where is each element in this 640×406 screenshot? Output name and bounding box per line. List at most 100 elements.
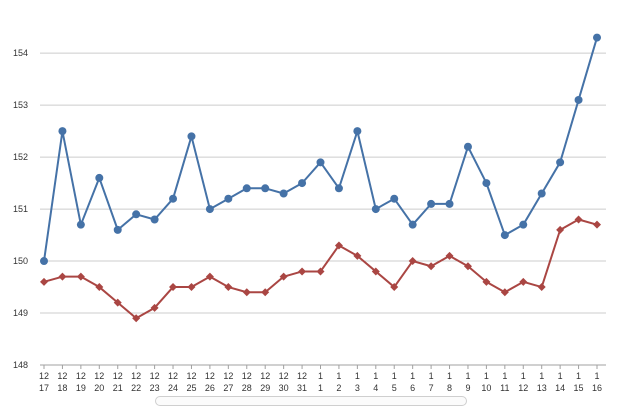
x-tick-label-day: 2 — [336, 383, 341, 393]
data-point-series-2 — [187, 283, 196, 292]
y-tick-label: 148 — [13, 360, 28, 370]
data-point-series-2 — [113, 298, 122, 307]
data-point-series-1 — [482, 179, 491, 188]
x-tick-label-day: 31 — [297, 383, 307, 393]
data-point-series-2 — [242, 288, 251, 297]
data-point-series-1 — [58, 127, 67, 136]
x-tick-label-month: 12 — [242, 371, 252, 381]
x-tick-label-day: 7 — [429, 383, 434, 393]
data-point-series-2 — [353, 251, 362, 260]
x-tick-label-month: 12 — [279, 371, 289, 381]
data-point-series-2 — [279, 272, 288, 281]
x-tick-label-month: 1 — [373, 371, 378, 381]
x-tick-label-month: 1 — [539, 371, 544, 381]
x-tick-label-day: 1 — [318, 383, 323, 393]
data-point-series-1 — [224, 194, 233, 203]
x-tick-label-day: 23 — [150, 383, 160, 393]
data-point-series-2 — [169, 283, 178, 292]
data-point-series-1 — [463, 142, 472, 151]
y-tick-label: 153 — [13, 100, 28, 110]
x-tick-label-month: 12 — [150, 371, 160, 381]
data-point-series-2 — [150, 303, 159, 312]
data-point-series-2 — [205, 272, 214, 281]
x-tick-label-day: 30 — [279, 383, 289, 393]
data-point-series-1 — [427, 199, 436, 208]
x-tick-label-day: 14 — [555, 383, 565, 393]
data-point-series-1 — [500, 231, 509, 240]
data-point-series-2 — [298, 267, 307, 276]
data-point-series-1 — [574, 95, 583, 104]
x-tick-label-month: 1 — [336, 371, 341, 381]
x-tick-label-day: 11 — [500, 383, 509, 393]
x-tick-label-day: 24 — [168, 383, 178, 393]
data-point-series-1 — [132, 210, 141, 219]
x-tick-label-month: 1 — [392, 371, 397, 381]
data-point-series-2 — [58, 272, 67, 281]
data-point-series-2 — [593, 220, 601, 229]
x-tick-label-month: 12 — [205, 371, 215, 381]
data-point-series-1 — [242, 184, 251, 193]
x-tick-label-month: 12 — [260, 371, 270, 381]
x-tick-label-month: 12 — [131, 371, 141, 381]
x-tick-label-day: 3 — [355, 383, 360, 393]
x-tick-label-month: 12 — [39, 371, 49, 381]
data-point-series-2 — [500, 288, 509, 297]
x-tick-label-day: 6 — [410, 383, 415, 393]
data-point-series-1 — [334, 184, 343, 193]
x-tick-label-month: 1 — [429, 371, 434, 381]
data-point-series-2 — [519, 277, 528, 286]
data-point-series-1 — [169, 194, 178, 203]
y-tick-label: 151 — [13, 204, 28, 214]
y-tick-label: 149 — [13, 308, 28, 318]
x-tick-label-day: 5 — [392, 383, 397, 393]
x-tick-label-day: 8 — [447, 383, 452, 393]
data-point-series-2 — [445, 251, 454, 260]
data-point-series-2 — [390, 283, 399, 292]
x-tick-label-day: 27 — [223, 383, 233, 393]
y-tick-label: 152 — [13, 152, 28, 162]
x-tick-label-day: 16 — [592, 383, 602, 393]
data-point-series-2 — [574, 215, 583, 224]
data-point-series-1 — [261, 184, 270, 193]
x-tick-label-day: 13 — [537, 383, 547, 393]
x-tick-label-day: 9 — [465, 383, 470, 393]
x-tick-label-day: 15 — [574, 383, 584, 393]
data-point-series-2 — [76, 272, 85, 281]
grid-lines — [40, 52, 606, 366]
x-tick-label-day: 21 — [113, 383, 123, 393]
x-tick-label-day: 29 — [260, 383, 270, 393]
data-point-series-1 — [316, 158, 325, 167]
x-tick-label-day: 19 — [76, 383, 86, 393]
data-point-series-2 — [427, 262, 436, 271]
data-point-series-1 — [298, 179, 307, 188]
data-point-series-1 — [371, 205, 380, 214]
data-point-series-1 — [95, 173, 104, 182]
x-tick-label-day: 18 — [57, 383, 67, 393]
x-tick-label-day: 12 — [518, 383, 528, 393]
data-point-series-1 — [537, 189, 546, 198]
data-point-series-2 — [40, 277, 48, 286]
x-tick-label-month: 1 — [447, 371, 452, 381]
y-axis-tick-labels: 148 149 150 151 152 153 154 — [13, 48, 28, 370]
data-point-series-1 — [408, 220, 417, 229]
x-tick-label-month: 12 — [186, 371, 196, 381]
x-tick-label-day: 26 — [205, 383, 215, 393]
x-tick-label-month: 12 — [168, 371, 178, 381]
x-tick-label-month: 1 — [410, 371, 415, 381]
x-axis-tick-labels: 1217121812191220122112221223122412251226… — [39, 365, 602, 393]
x-tick-label-day: 25 — [186, 383, 196, 393]
legend-box — [155, 396, 467, 406]
x-tick-label-month: 12 — [223, 371, 233, 381]
x-tick-label-month: 1 — [484, 371, 489, 381]
data-point-series-2 — [132, 314, 141, 323]
x-tick-label-month: 1 — [318, 371, 323, 381]
y-tick-label: 150 — [13, 256, 28, 266]
x-tick-label-month: 1 — [355, 371, 360, 381]
x-tick-label-day: 4 — [373, 383, 378, 393]
data-point-series-2 — [95, 283, 104, 292]
x-tick-label-day: 22 — [131, 383, 141, 393]
x-tick-label-day: 28 — [242, 383, 252, 393]
x-tick-label-month: 1 — [594, 371, 599, 381]
series-markers — [40, 33, 601, 323]
